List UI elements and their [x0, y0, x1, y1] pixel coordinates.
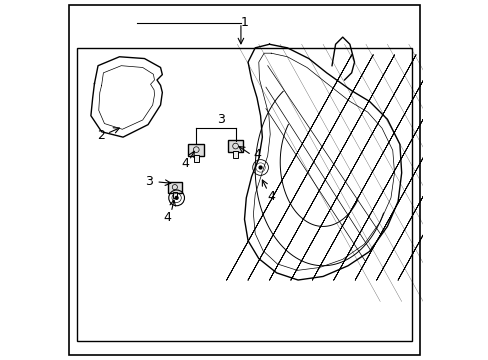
- Text: 4: 4: [253, 148, 261, 162]
- FancyBboxPatch shape: [172, 192, 177, 198]
- Text: 1: 1: [240, 16, 248, 29]
- Circle shape: [175, 197, 178, 199]
- Text: 3: 3: [145, 175, 153, 188]
- FancyBboxPatch shape: [193, 155, 198, 162]
- FancyBboxPatch shape: [188, 144, 203, 156]
- FancyBboxPatch shape: [227, 140, 243, 152]
- Circle shape: [259, 166, 262, 169]
- FancyBboxPatch shape: [233, 151, 238, 158]
- FancyBboxPatch shape: [167, 181, 182, 193]
- Text: 2: 2: [97, 129, 104, 142]
- Bar: [77, 48, 411, 341]
- Text: 4: 4: [163, 211, 171, 224]
- Text: 3: 3: [217, 113, 225, 126]
- Text: 4: 4: [267, 190, 275, 203]
- Text: 4: 4: [181, 157, 189, 170]
